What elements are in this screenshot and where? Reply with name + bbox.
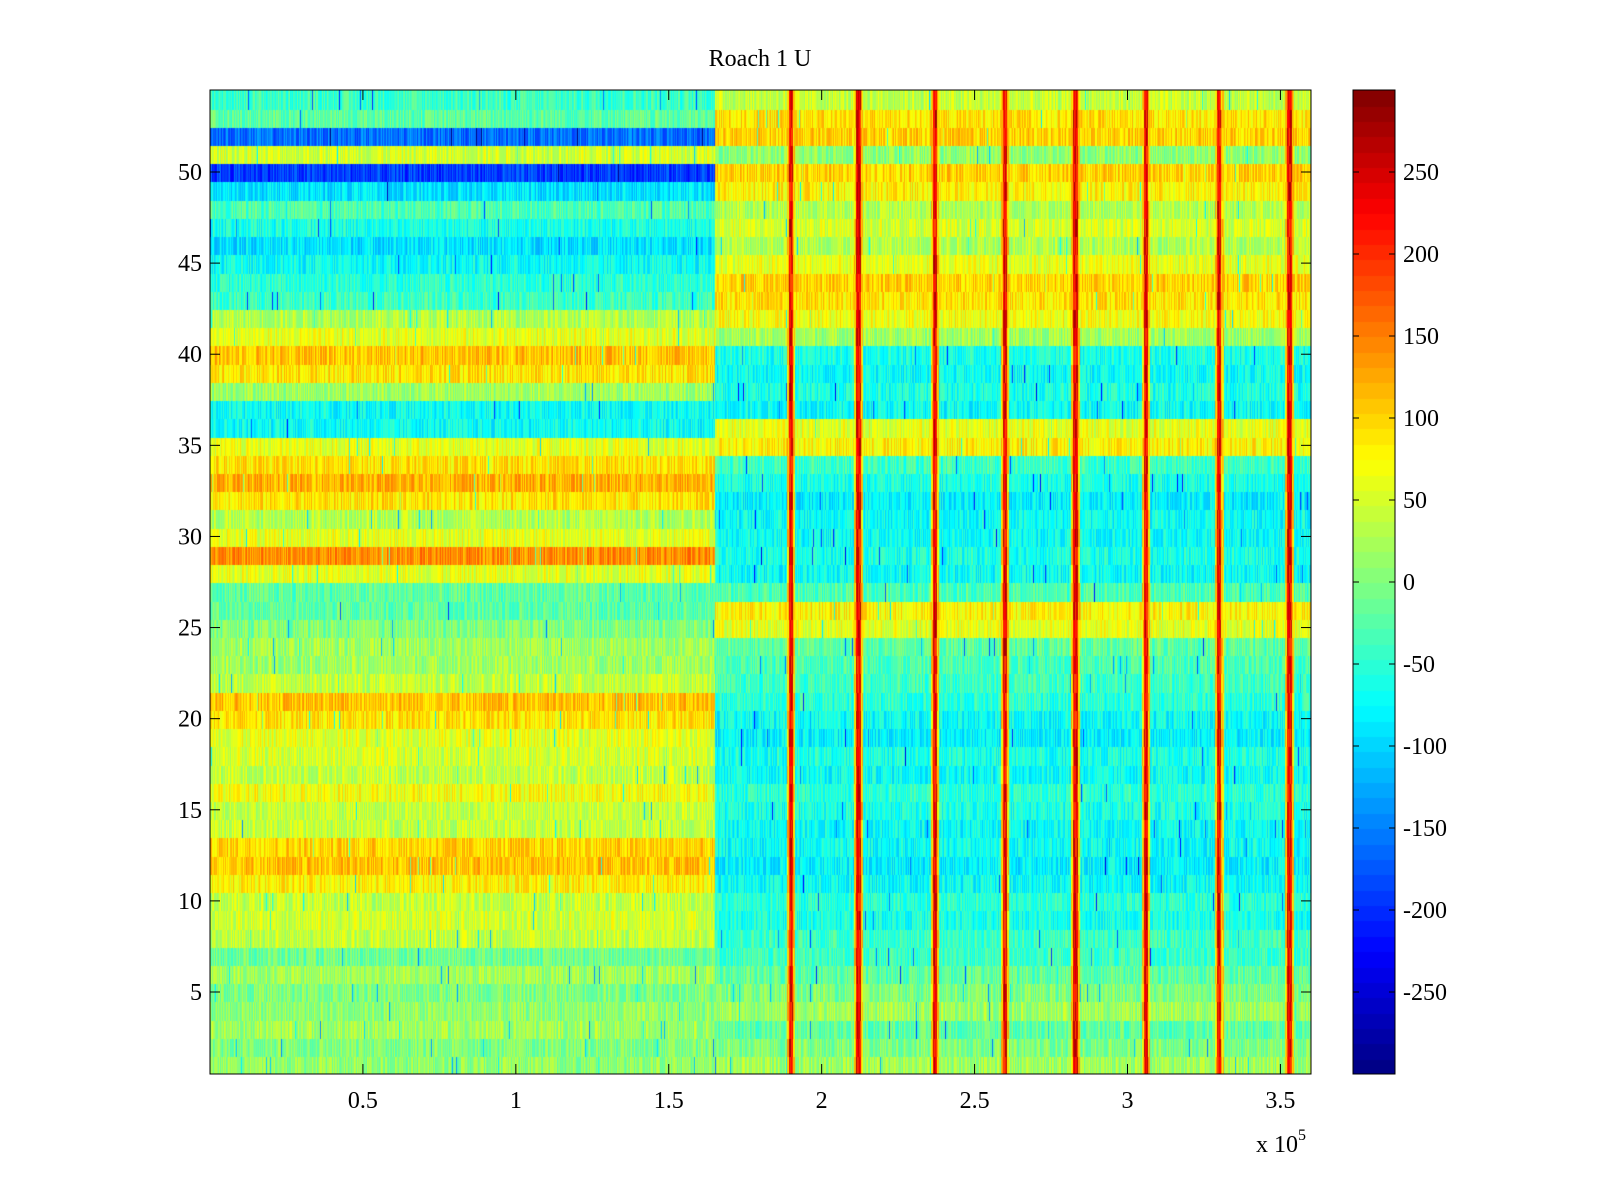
plot-frame (209, 89, 1312, 1075)
y-tick-label: 40 (178, 342, 202, 368)
x-tick-label: 0.5 (348, 1088, 378, 1114)
y-axis-ticks: 5 10 15 20 25 30 35 40 45 50 (178, 160, 1311, 1006)
colorbar-frame (1352, 89, 1396, 1075)
y-tick-label: 10 (178, 889, 202, 915)
y-tick-label: 25 (178, 616, 202, 642)
y-tick-label: 45 (178, 251, 202, 277)
x-tick-label: 3.5 (1265, 1088, 1295, 1114)
colorbar-tick-label: -200 (1403, 898, 1447, 924)
x-scale-exponent: 5 (1298, 1127, 1306, 1144)
y-tick-label: 30 (178, 524, 202, 550)
colorbar-tick-label: -100 (1403, 734, 1447, 760)
x-tick-label: 1.5 (654, 1088, 684, 1114)
colorbar-tick-label: -250 (1403, 980, 1447, 1006)
heatmap-image (210, 90, 1311, 1074)
y-tick-label: 35 (178, 433, 202, 459)
colorbar-tick-label: 200 (1403, 242, 1439, 268)
y-tick-label: 50 (178, 160, 202, 186)
colorbar-tick-label: 50 (1403, 488, 1427, 514)
x-tick-label: 2 (816, 1088, 828, 1114)
x-scale-label: x 105 (1256, 1127, 1306, 1158)
x-tick-label: 2.5 (960, 1088, 990, 1114)
y-tick-label: 5 (190, 980, 202, 1006)
colorbar-tick-label: 0 (1403, 570, 1415, 596)
colorbar-tick-label: -50 (1403, 652, 1435, 678)
x-axis-ticks: 0.5 1 1.5 2 2.5 3 3.5 (348, 90, 1295, 1114)
y-tick-label: 20 (178, 707, 202, 733)
x-tick-label: 3 (1122, 1088, 1134, 1114)
colorbar-tick-label: -150 (1403, 816, 1447, 842)
colorbar-tick-label: 150 (1403, 324, 1439, 350)
colorbar-gradient (1353, 90, 1395, 1074)
chart-title: Roach 1 U (709, 46, 812, 72)
x-tick-label: 1 (510, 1088, 522, 1114)
colorbar-tick-label: 250 (1403, 160, 1439, 186)
x-scale-base: x 10 (1256, 1132, 1298, 1158)
y-tick-label: 15 (178, 798, 202, 824)
colorbar-tick-label: 100 (1403, 406, 1439, 432)
colorbar-ticks: 250 200 150 100 50 0 -50 -100 -150 -200 -250 (1353, 160, 1447, 1006)
